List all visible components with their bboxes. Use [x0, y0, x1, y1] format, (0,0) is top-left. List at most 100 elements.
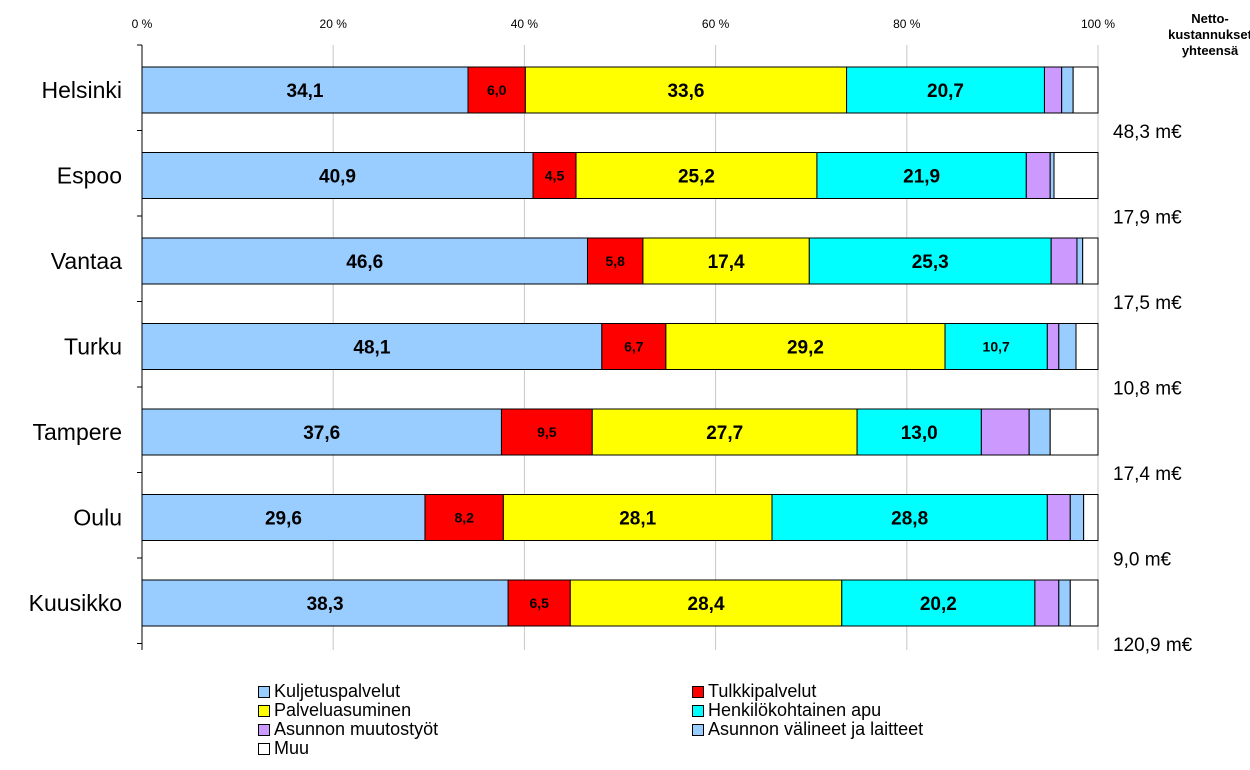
legend-swatch [258, 704, 270, 717]
bar-segment [1072, 66, 1099, 114]
x-tick-label: 60 % [702, 17, 730, 31]
bar-segment [507, 579, 571, 627]
legend-swatch [692, 685, 704, 698]
bar-segment [1049, 408, 1099, 456]
category-label: Turku [64, 334, 122, 360]
bar-segment [642, 237, 810, 285]
data-label: 25,2 [678, 167, 715, 188]
data-label: 10,7 [983, 339, 1010, 355]
x-tick-label: 20 % [320, 17, 348, 31]
data-label: 33,6 [667, 81, 704, 102]
bar-segment [1046, 494, 1071, 541]
bar-segment [575, 152, 818, 199]
bar-segment [1058, 323, 1077, 370]
totals-header: yhteensä [1182, 43, 1239, 58]
data-label: 29,2 [787, 338, 824, 359]
bar-segment [524, 66, 848, 114]
category-label: Oulu [73, 505, 122, 531]
data-label: 37,6 [303, 423, 340, 444]
total-label: 17,4 m€ [1113, 464, 1182, 485]
data-label: 6,7 [624, 339, 644, 355]
x-tick-label: 0 % [132, 17, 153, 31]
legend-item: Asunnon muutostyöt [258, 719, 692, 739]
legend-swatch [258, 723, 270, 736]
bar-segment [841, 579, 1036, 627]
bar-segment [944, 323, 1048, 370]
legend-item: Muu [258, 738, 692, 758]
bar-segment [569, 579, 843, 627]
bar-segment [1053, 152, 1099, 199]
category-label: Tampere [33, 419, 122, 445]
labels: 0 % 20 % 40 % 60 % 80 % 100 % 34,1 6,0 33,6 20,7 H… [29, 11, 1250, 656]
bar-segment [502, 494, 773, 541]
data-label: 28,8 [891, 509, 928, 530]
data-label: 28,1 [619, 509, 656, 530]
data-label: 6,5 [529, 595, 549, 611]
bar-segment [1069, 494, 1085, 541]
category-label: Kuusikko [29, 590, 122, 616]
bar-segment [1025, 152, 1051, 199]
total-label: 17,5 m€ [1113, 293, 1182, 314]
total-label: 9,0 m€ [1113, 550, 1172, 571]
bar-segment [846, 66, 1045, 114]
category-label: Espoo [57, 163, 122, 189]
data-label: 20,7 [927, 81, 964, 102]
bar-segment [1069, 579, 1099, 627]
total-label: 17,9 m€ [1113, 208, 1182, 229]
bar-segment [1076, 237, 1084, 285]
data-label: 38,3 [307, 594, 344, 615]
data-label: 8,2 [454, 510, 474, 526]
bar-segment [856, 408, 982, 456]
data-label: 25,3 [912, 252, 949, 273]
legend-item: Palveluasuminen [258, 700, 692, 720]
legend-swatch [692, 704, 704, 717]
bar-segment [141, 152, 534, 199]
bar-segment [467, 66, 526, 114]
data-label: 46,6 [346, 252, 383, 273]
legend-swatch [258, 685, 270, 698]
bar-segment [771, 494, 1048, 541]
total-label: 120,9 m€ [1113, 635, 1193, 656]
bars [141, 66, 1099, 627]
legend-swatch [258, 742, 270, 755]
legend-item: Tulkkipalvelut [692, 681, 958, 701]
total-label: 10,8 m€ [1113, 379, 1182, 400]
legend-label: Asunnon muutostyöt [274, 719, 439, 739]
axes [137, 44, 143, 650]
bar-segment [1049, 152, 1055, 199]
bar-segment [1082, 237, 1099, 285]
bar-segment [1075, 323, 1099, 370]
x-tick-label: 100 % [1081, 17, 1115, 31]
category-label: Helsinki [41, 77, 122, 103]
data-label: 48,1 [353, 338, 390, 359]
bar-segment [1058, 579, 1071, 627]
bar-segment [1046, 323, 1060, 370]
bar-segment [1083, 494, 1099, 541]
bar-segment [500, 408, 593, 456]
legend-label: Henkilökohtainen apu [708, 700, 882, 720]
legend-label: Palveluasuminen [274, 700, 412, 720]
bar-segment [665, 323, 946, 370]
legend-label: Asunnon välineet ja laitteet [708, 719, 924, 739]
data-label: 21,9 [903, 167, 940, 188]
data-label: 17,4 [708, 252, 745, 273]
data-label: 6,0 [487, 82, 507, 98]
bar-segment [1028, 408, 1051, 456]
legend-label: Muu [274, 738, 310, 758]
legend-item: Asunnon välineet ja laitteet [692, 719, 958, 739]
bar-segment [141, 66, 469, 114]
legend-label: Tulkkipalvelut [708, 681, 817, 701]
data-label: 20,2 [920, 594, 957, 615]
bar-segment [141, 408, 502, 456]
bar-segment [980, 408, 1030, 456]
legend-label: Kuljetuspalvelut [274, 681, 401, 701]
data-label: 40,9 [319, 167, 356, 188]
legend-swatch [692, 723, 704, 736]
totals-header: kustannukset [1168, 27, 1250, 42]
data-label: 5,8 [605, 253, 625, 269]
category-label: Vantaa [51, 248, 122, 274]
data-label: 29,6 [265, 509, 302, 530]
data-label: 28,4 [688, 594, 725, 615]
legend: Kuljetuspalvelut Tulkkipalvelut Palveluasu… [258, 681, 958, 758]
bar-segment [141, 237, 588, 285]
